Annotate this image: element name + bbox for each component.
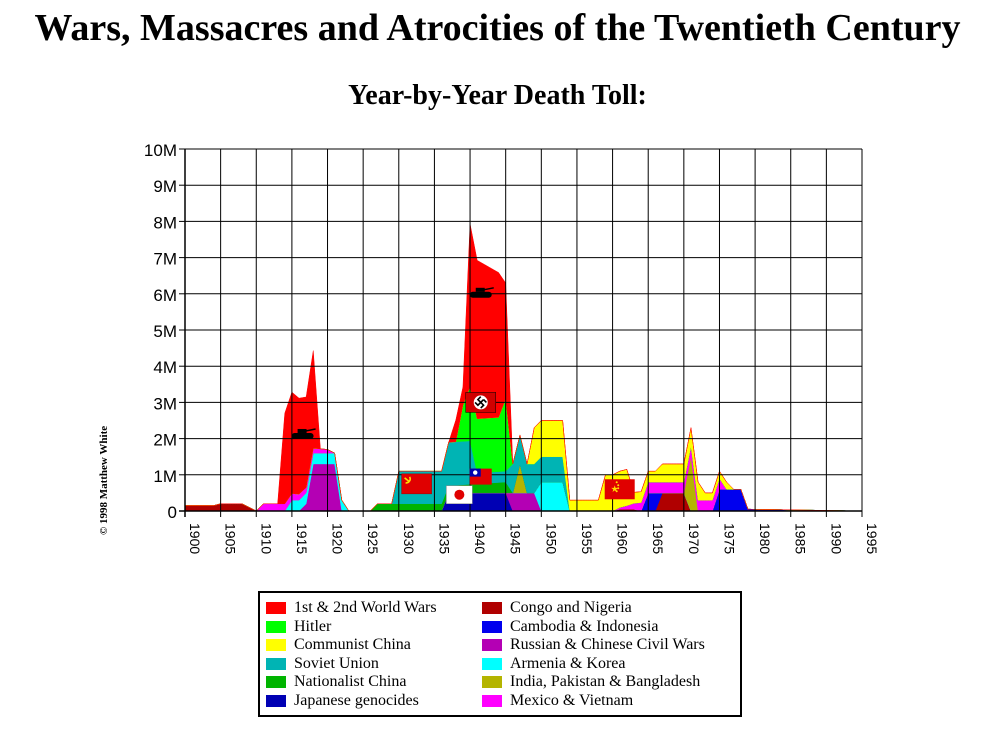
legend-swatch: [266, 602, 286, 615]
y-tick-label: 9M: [153, 177, 177, 196]
prc-flag-icon: [604, 479, 635, 500]
japanese-flag-icon: [446, 485, 473, 504]
death-toll-chart: 0 1M 2M 3M 4M 5M 6M 7M 8M 9M 10M 1900 1905 1910 1915 19…: [144, 141, 880, 554]
chart-subtitle: Year-by-Year Death Toll:: [348, 80, 647, 111]
legend-column-left: 1st & 2nd World Wars Hitler Communist Chin…: [266, 599, 437, 710]
legend-label: Soviet Union: [294, 654, 379, 672]
legend-item: Cambodia & Indonesia: [482, 618, 705, 637]
legend-swatch: [482, 620, 502, 633]
chart-icons: [291, 287, 635, 504]
legend-column-right: Congo and Nigeria Cambodia & Indonesia Rus…: [482, 599, 705, 710]
legend-item: Mexico & Vietnam: [482, 692, 705, 711]
x-tick-label: 1905: [223, 523, 239, 554]
page-title: Wars, Massacres and Atrocities of the Tw…: [34, 7, 961, 49]
legend-item: 1st & 2nd World Wars: [266, 599, 437, 618]
x-tick-label: 1985: [793, 523, 809, 554]
legend-item: Russian & Chinese Civil Wars: [482, 636, 705, 655]
legend-swatch: [266, 639, 286, 652]
x-tick-label: 1960: [615, 523, 631, 554]
legend-item: India, Pakistan & Bangladesh: [482, 673, 705, 692]
legend-label: Mexico & Vietnam: [510, 691, 634, 709]
tank-icon: [291, 428, 316, 439]
y-tick-label: 0: [168, 503, 177, 522]
y-tick-label: 4M: [153, 358, 177, 377]
x-tick-label: 1940: [472, 523, 488, 554]
legend-item: Nationalist China: [266, 673, 437, 692]
x-tick-label: 1965: [650, 523, 666, 554]
x-tick-label: 1970: [686, 523, 702, 554]
x-tick-label: 1920: [330, 523, 346, 554]
x-tick-label: 1945: [508, 523, 524, 554]
legend-item: Japanese genocides: [266, 692, 437, 711]
y-tick-label: 7M: [153, 250, 177, 269]
legend-item: Congo and Nigeria: [482, 599, 705, 618]
chart-axes: 0 1M 2M 3M 4M 5M 6M 7M 8M 9M 10M 1900 1905 1910 1915 19…: [144, 141, 880, 554]
nationalist-china-flag-icon: [469, 468, 492, 485]
y-tick-label: 3M: [153, 394, 177, 413]
x-tick-label: 1980: [757, 523, 773, 554]
legend-label: Japanese genocides: [294, 691, 419, 709]
x-tick-label: 1900: [187, 523, 203, 554]
x-tick-label: 1975: [721, 523, 737, 554]
legend-label: Hitler: [294, 617, 332, 635]
x-tick-label: 1955: [579, 523, 595, 554]
legend-label: Russian & Chinese Civil Wars: [510, 636, 705, 654]
x-tick-label: 1930: [401, 523, 417, 554]
legend-item: Soviet Union: [266, 655, 437, 674]
x-tick-label: 1995: [864, 523, 880, 554]
x-tick-label: 1935: [436, 523, 452, 554]
y-tick-label: 6M: [153, 286, 177, 305]
y-tick-label: 8M: [153, 213, 177, 232]
legend-label: Nationalist China: [294, 673, 407, 691]
legend-label: India, Pakistan & Bangladesh: [510, 673, 701, 691]
y-tick-label: 5M: [153, 322, 177, 341]
legend-swatch: [482, 639, 502, 652]
y-tick-label: 1M: [153, 467, 177, 486]
x-tick-label: 1950: [543, 523, 559, 554]
copyright-credit: © 1998 Matthew White: [98, 425, 110, 535]
legend-label: Armenia & Korea: [510, 654, 626, 672]
legend-item: Armenia & Korea: [482, 655, 705, 674]
legend-swatch: [482, 602, 502, 615]
x-tick-label: 1915: [294, 523, 310, 554]
legend-item: Communist China: [266, 636, 437, 655]
legend-swatch: [266, 657, 286, 670]
legend-swatch: [266, 694, 286, 707]
legend-swatch: [482, 694, 502, 707]
legend-label: Congo and Nigeria: [510, 599, 632, 617]
chart-legend: 1st & 2nd World Wars Hitler Communist Chin…: [258, 591, 742, 717]
x-tick-label: 1910: [258, 523, 274, 554]
soviet-flag-icon: [401, 473, 432, 495]
legend-label: 1st & 2nd World Wars: [294, 599, 437, 617]
legend-label: Cambodia & Indonesia: [510, 617, 659, 635]
legend-label: Communist China: [294, 636, 411, 654]
x-tick-label: 1925: [365, 523, 381, 554]
legend-swatch: [266, 676, 286, 689]
y-tick-label: 10M: [144, 141, 177, 160]
tank-icon: [469, 287, 494, 298]
legend-item: Hitler: [266, 618, 437, 637]
x-tick-label: 1990: [828, 523, 844, 554]
swastika-flag-icon: [465, 392, 496, 413]
legend-swatch: [482, 657, 502, 670]
area-layers: [184, 223, 863, 512]
y-tick-label: 2M: [153, 431, 177, 450]
legend-swatch: [266, 620, 286, 633]
legend-swatch: [482, 676, 502, 689]
